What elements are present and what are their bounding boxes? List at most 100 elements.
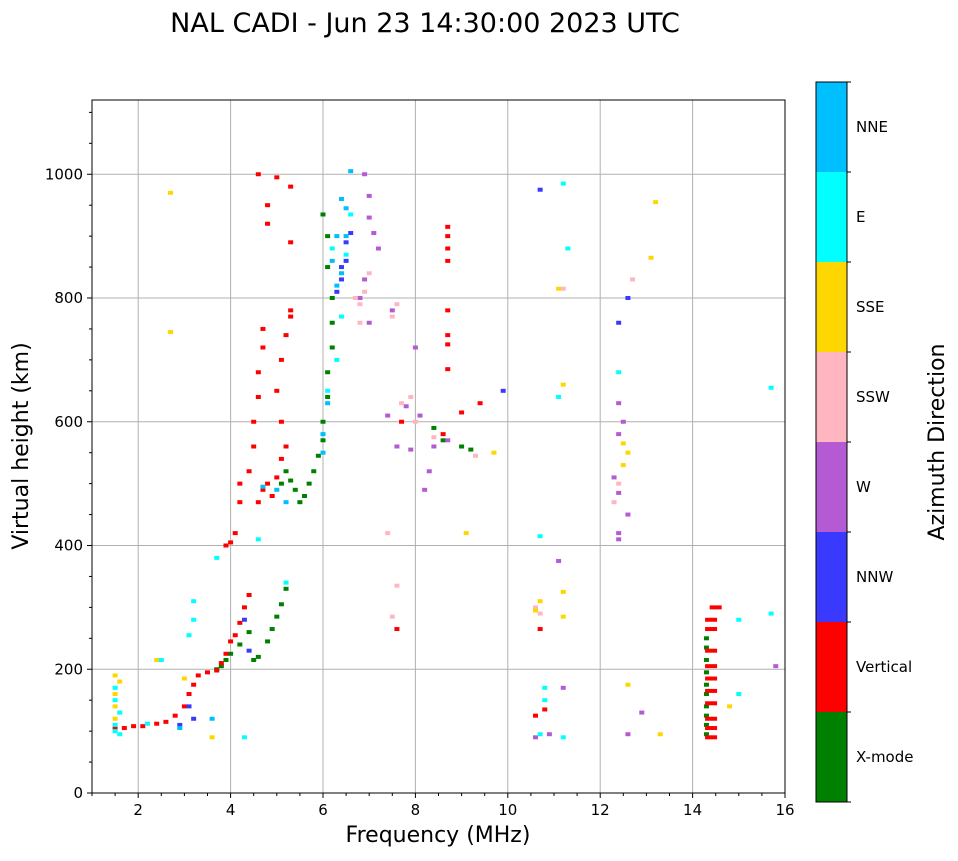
data-point-nne [338,271,344,276]
y-tick-label: 1000 [45,165,83,183]
data-point-vertical [445,258,451,263]
data-point-w [616,490,622,495]
data-point-vertical [705,627,718,632]
data-point-vertical [705,716,718,721]
data-point-sse [112,716,118,721]
data-point-e [283,580,289,585]
colorbar-tick-label: SSW [856,388,890,406]
data-point-x-mode [278,602,284,607]
data-point-sse [620,441,626,446]
data-point-sse [537,599,543,604]
data-point-sse [463,531,469,536]
data-point-vertical [278,456,284,461]
data-point-w [620,419,626,424]
colorbar-tick-label: Vertical [856,658,912,676]
data-point-w [426,469,432,474]
data-point-nnw [338,265,344,270]
data-point-w [639,710,645,715]
data-point-nne [338,197,344,201]
data-point-x-mode [703,704,709,709]
data-point-sse [533,608,539,613]
data-point-vertical [237,500,243,505]
y-tick-label: 0 [73,784,83,802]
data-point-w [625,732,631,737]
data-point-vertical [228,540,234,545]
data-point-ssw [394,302,400,307]
data-point-nne [343,234,349,239]
data-point-e [117,732,123,737]
data-point-x-mode [320,438,326,443]
data-point-x-mode [325,395,331,399]
data-point-vertical [394,627,400,632]
data-point-ssw [630,277,636,282]
data-point-nne [209,716,215,721]
data-point-x-mode [311,469,317,474]
data-point-vertical [274,475,280,480]
data-point-vertical [477,401,483,406]
data-point-w [357,296,363,300]
data-point-vertical [223,651,229,656]
data-point-nne [177,726,183,731]
data-point-nnw [500,388,506,393]
data-point-e [329,246,335,251]
data-point-sse [560,614,566,619]
colorbar-segment-x-mode [816,712,847,802]
x-tick-label: 14 [683,801,702,819]
data-point-vertical [181,704,187,709]
chart-title: NAL CADI - Jun 23 14:30:00 2023 UTC [170,8,680,39]
data-point-vertical [251,444,257,449]
data-point-ssw [389,314,395,319]
data-point-x-mode [246,630,252,635]
data-point-w [616,432,622,437]
data-point-vertical [154,721,160,726]
colorbar-tick-label: E [856,208,865,226]
data-point-vertical [205,670,210,675]
data-point-vertical [445,342,451,347]
data-point-w [371,231,377,236]
data-point-nnw [343,240,349,245]
data-point-x-mode [703,636,709,641]
data-point-nne [325,401,331,406]
data-point-vertical [131,724,137,729]
data-point-e [560,735,566,740]
data-point-e [560,181,566,186]
data-point-x-mode [255,654,261,659]
data-point-vertical [445,367,451,372]
data-point-w [616,531,622,536]
data-point-sse [620,463,626,468]
colorbar-segment-ssw [816,352,847,442]
data-point-sse [112,692,118,696]
data-point-vertical [246,469,252,474]
data-point-ssw [362,289,368,294]
data-point-vertical [399,419,405,424]
data-point-w [616,401,622,406]
data-point-vertical [218,661,224,666]
colorbar-segment-nne [816,82,847,172]
x-tick-label: 16 [775,801,794,819]
data-point-vertical [278,357,284,362]
data-point-vertical [140,724,146,729]
data-point-w [611,475,617,480]
data-point-nnw [186,704,192,709]
data-point-sse [168,190,174,195]
data-point-nnw [625,296,631,300]
data-point-x-mode [459,444,465,449]
data-point-vertical [445,234,451,239]
x-axis-label: Frequency (MHz) [346,823,531,848]
data-point-sse [112,673,118,678]
data-point-vertical [228,639,234,644]
data-point-vertical [288,308,294,313]
data-point-e [255,537,261,542]
y-tick-label: 800 [54,289,83,307]
x-tick-label: 2 [133,801,143,819]
data-point-sse [181,676,187,681]
data-point-x-mode [223,657,229,662]
colorbar-segment-w [816,442,847,532]
data-point-e [191,617,197,622]
colorbar-tick-label: NNW [856,568,893,586]
data-point-vertical [265,221,271,226]
data-point-vertical [223,543,229,548]
data-point-x-mode [302,494,308,498]
data-point-x-mode [329,345,335,350]
